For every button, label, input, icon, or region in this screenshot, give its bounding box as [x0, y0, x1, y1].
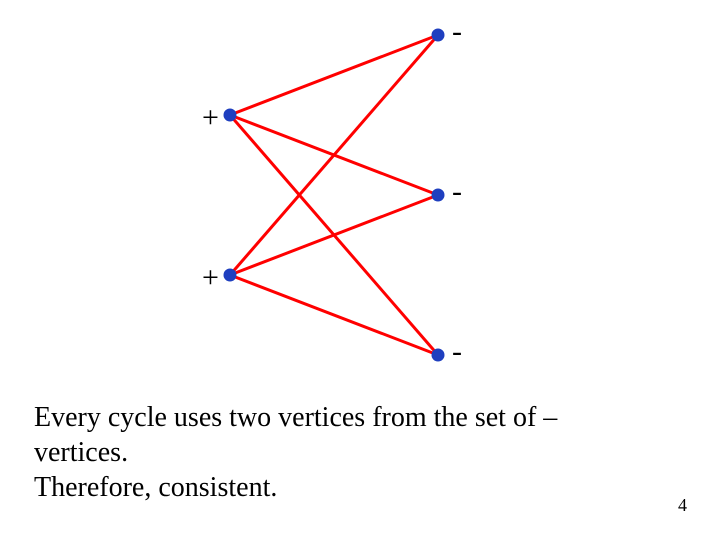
bipartite-graph	[170, 10, 490, 380]
graph-node	[432, 349, 444, 361]
graph-node	[432, 189, 444, 201]
body-line-3: Therefore, consistent.	[34, 472, 277, 503]
node-label: -	[452, 177, 462, 207]
graph-node	[224, 269, 236, 281]
page-number: 4	[678, 495, 687, 516]
node-label: +	[202, 263, 219, 293]
node-label: +	[202, 103, 219, 133]
node-label: -	[452, 17, 462, 47]
body-line-1: Every cycle uses two vertices from the s…	[34, 402, 557, 433]
edge	[230, 195, 438, 275]
edge	[230, 275, 438, 355]
body-line-2: vertices.	[34, 437, 128, 468]
edge	[230, 35, 438, 115]
body-text: Every cycle uses two vertices from the s…	[34, 400, 557, 505]
graph-node	[224, 109, 236, 121]
node-label: -	[452, 337, 462, 367]
slide: Every cycle uses two vertices from the s…	[0, 0, 720, 540]
graph-node	[432, 29, 444, 41]
edge	[230, 35, 438, 275]
